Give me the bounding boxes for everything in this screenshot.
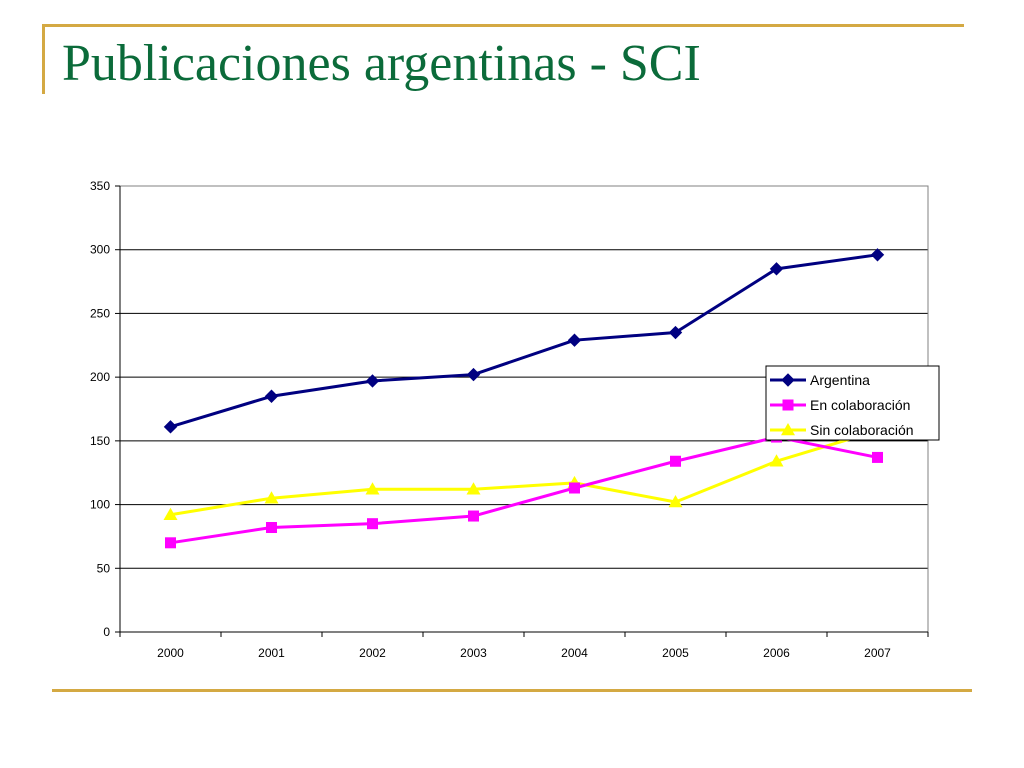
legend-label: Argentina bbox=[810, 372, 870, 388]
data-point bbox=[266, 522, 277, 534]
data-point bbox=[870, 248, 885, 262]
legend-box bbox=[765, 365, 940, 441]
y-tick-label: 0 bbox=[103, 625, 110, 639]
data-point bbox=[567, 333, 582, 347]
data-point bbox=[668, 325, 683, 340]
x-tick-label-2000: 2000 bbox=[157, 646, 184, 660]
legend-item: Argentina bbox=[770, 372, 870, 388]
top-accent-rule bbox=[42, 24, 964, 27]
data-point bbox=[468, 510, 479, 522]
axes: 0 50 100 150 200 250 300 350 2000 2001 2002 2003 200… bbox=[90, 179, 929, 660]
y-tick-label: 200 bbox=[90, 370, 110, 384]
legend-label: En colaboración bbox=[810, 397, 910, 413]
y-tick-label: 50 bbox=[97, 561, 111, 575]
legend-marker bbox=[781, 423, 795, 436]
data-point bbox=[466, 367, 481, 382]
x-tick-label-2005: 2005 bbox=[662, 646, 689, 660]
legend-item: En colaboración bbox=[770, 397, 910, 413]
legend-label: Sin colaboración bbox=[810, 422, 914, 438]
data-point bbox=[163, 420, 178, 434]
data-point bbox=[163, 507, 178, 521]
data-point bbox=[365, 374, 380, 388]
x-tick-label-2006: 2006 bbox=[763, 646, 790, 660]
y-tick-label: 300 bbox=[90, 243, 110, 257]
bottom-accent-rule bbox=[52, 689, 972, 692]
x-tick-label-2004: 2004 bbox=[561, 646, 588, 660]
data-point bbox=[670, 455, 681, 467]
series-line bbox=[170, 253, 878, 429]
series-line bbox=[170, 429, 878, 517]
data-point bbox=[769, 262, 784, 276]
data-point bbox=[367, 518, 378, 530]
x-tick-label-2003: 2003 bbox=[460, 646, 487, 660]
data-point bbox=[466, 482, 481, 495]
legend-marker bbox=[782, 399, 794, 411]
series bbox=[163, 248, 885, 549]
data-point bbox=[872, 451, 883, 463]
y-tick-label: 250 bbox=[90, 306, 110, 320]
x-tick-label-2007: 2007 bbox=[864, 646, 891, 660]
y-tick-label: 150 bbox=[90, 434, 110, 448]
data-point bbox=[264, 491, 279, 504]
data-point bbox=[668, 495, 683, 508]
legend-marker bbox=[781, 373, 795, 387]
data-point bbox=[569, 482, 580, 494]
x-tick-label-2002: 2002 bbox=[359, 646, 386, 660]
series-argentina bbox=[163, 248, 885, 434]
left-accent-rule bbox=[42, 24, 45, 94]
legend-item: Sin colaboración bbox=[770, 422, 914, 438]
y-tick-label: 100 bbox=[90, 498, 110, 512]
y-tick-label: 350 bbox=[90, 179, 110, 193]
series-line bbox=[170, 435, 878, 545]
data-point bbox=[365, 482, 380, 495]
x-tick-label-2001: 2001 bbox=[258, 646, 285, 660]
slide-title: Publicaciones argentinas - SCI bbox=[62, 35, 701, 92]
data-point bbox=[769, 454, 784, 467]
legend: Argentina En colaboración Sin colaboración bbox=[765, 365, 940, 441]
data-point bbox=[264, 389, 279, 403]
series-en-colaboración bbox=[165, 431, 883, 549]
data-point bbox=[165, 537, 176, 549]
